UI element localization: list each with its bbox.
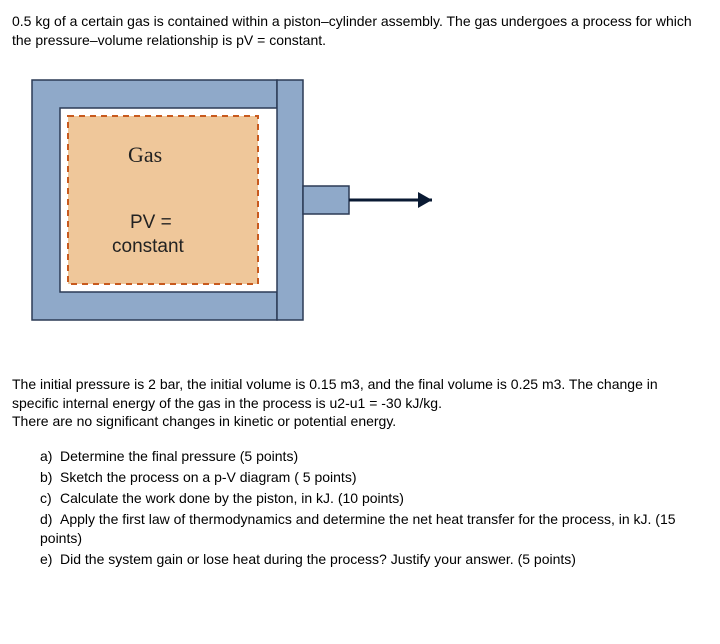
question-text: Did the system gain or lose heat during … [60,551,576,567]
svg-text:PV =: PV = [130,212,172,233]
question-e: e)Did the system gain or lose heat durin… [40,550,708,569]
question-letter: d) [40,510,60,529]
question-letter: e) [40,550,60,569]
piston-diagram: Gas PV = constant [22,70,708,335]
question-text: Calculate the work done by the piston, i… [60,490,404,506]
question-text: Apply the first law of thermodynamics an… [40,511,676,546]
question-letter: c) [40,489,60,508]
given-info: The initial pressure is 2 bar, the initi… [12,375,708,432]
question-letter: a) [40,447,60,466]
svg-text:constant: constant [112,236,185,257]
question-d: d)Apply the first law of thermodynamics … [40,510,708,548]
question-letter: b) [40,468,60,487]
question-b: b)Sketch the process on a p-V diagram ( … [40,468,708,487]
problem-intro: 0.5 kg of a certain gas is contained wit… [12,12,708,50]
given-line-1: The initial pressure is 2 bar, the initi… [12,375,708,413]
question-list: a)Determine the final pressure (5 points… [12,447,708,568]
question-c: c)Calculate the work done by the piston,… [40,489,708,508]
given-line-2: There are no significant changes in kine… [12,412,708,431]
question-text: Sketch the process on a p-V diagram ( 5 … [60,469,356,485]
question-text: Determine the final pressure (5 points) [60,448,298,464]
svg-text:Gas: Gas [128,142,162,167]
question-a: a)Determine the final pressure (5 points… [40,447,708,466]
